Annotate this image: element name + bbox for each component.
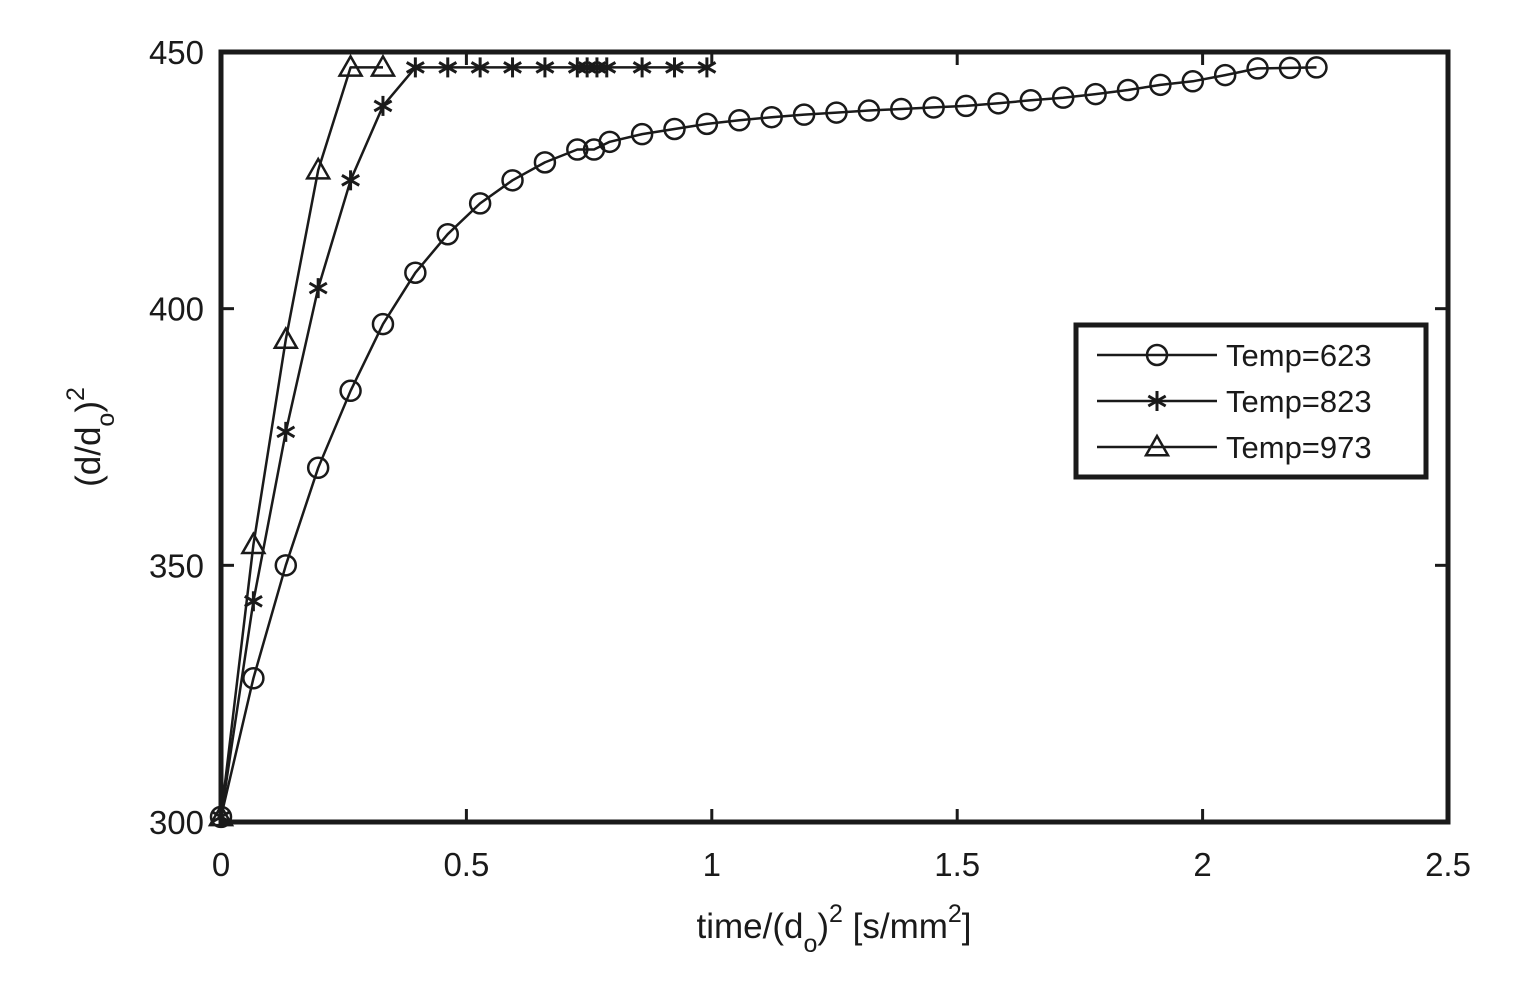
- series-temp-623-point: [825, 101, 848, 124]
- series-temp-623-point: [922, 96, 945, 119]
- series-temp-823-point: [373, 95, 393, 116]
- series-temp-623-point: [1213, 63, 1237, 87]
- x-tick-label: 0.5: [443, 846, 489, 883]
- series-temp-623-point: [436, 222, 459, 246]
- x-axis-label-sub: o: [803, 930, 817, 958]
- series-temp-623-point: [1149, 73, 1172, 97]
- series-temp-973-point: [305, 156, 332, 180]
- series-temp-623-point: [274, 554, 298, 577]
- series-temp-623-point: [566, 138, 589, 161]
- series-layer: [207, 53, 1328, 829]
- series-temp-623-point: [1181, 70, 1205, 93]
- series-temp-823-point: [308, 278, 328, 299]
- x-tick-label: 1: [703, 846, 721, 883]
- y-tick-label: 400: [149, 291, 204, 328]
- series-temp-823-point: [535, 57, 555, 78]
- x-axis-label-mid: ): [817, 907, 829, 946]
- series-temp-623-point: [889, 97, 913, 121]
- series-temp-623-point: [1051, 86, 1075, 109]
- series-temp-623-point: [728, 109, 751, 132]
- legend-label: Temp=623: [1226, 338, 1372, 373]
- plot-frame: [218, 49, 1451, 825]
- series-temp-623-point: [857, 99, 881, 122]
- series-temp-623-point: [598, 130, 621, 154]
- legend-label: Temp=973: [1226, 430, 1372, 465]
- series-temp-823-line: [219, 66, 707, 818]
- x-axis-label-prefix: time/(d: [696, 907, 803, 946]
- series-temp-823-point: [276, 421, 296, 442]
- series-temp-973-point: [369, 53, 397, 77]
- legend: Temp=623 Temp=823 Temp=973: [1073, 322, 1429, 480]
- legend-entry-temp-623: Temp=623: [1097, 338, 1372, 373]
- series-temp-623-point: [1019, 89, 1043, 112]
- series-temp-823-point: [597, 57, 617, 78]
- legend-entry-temp-973: Temp=973: [1097, 430, 1372, 465]
- series-temp-973-point: [240, 531, 267, 555]
- series-temp-973-point: [207, 803, 235, 827]
- series-temp-623-point: [663, 117, 686, 141]
- x-axis-label: time/(do)2 [s/mm2]: [696, 900, 971, 958]
- series-temp-623-point: [695, 112, 719, 136]
- legend-marker: [1147, 391, 1167, 411]
- series-temp-623-point: [371, 312, 395, 336]
- series-temp-623-point: [1084, 82, 1107, 106]
- series-temp-973: [207, 53, 397, 827]
- series-temp-623-point: [1116, 78, 1140, 102]
- y-tick-label: 350: [149, 547, 204, 584]
- series-temp-973-point: [337, 53, 364, 77]
- x-tick-label: 1.5: [934, 846, 980, 883]
- y-axis-label-sub: o: [92, 413, 120, 427]
- series-temp-623-point: [501, 169, 524, 192]
- series-temp-623-point: [533, 151, 557, 174]
- x-tick-label: 2: [1193, 846, 1211, 883]
- series-temp-823-point: [470, 57, 490, 78]
- legend-label: Temp=823: [1226, 384, 1372, 419]
- x-axis-label-sup: 2: [829, 900, 843, 928]
- x-axis-label-unit-sup: 2: [948, 900, 962, 928]
- y-axis-label-mid: ): [69, 401, 108, 413]
- series-temp-823-point: [632, 57, 652, 78]
- y-axis-label-sup: 2: [62, 387, 90, 401]
- legend-marker: [1145, 343, 1169, 367]
- series-temp-623-point: [760, 105, 783, 129]
- y-tick-label: 450: [149, 34, 204, 71]
- series-temp-623-point: [468, 192, 492, 215]
- x-tick-label: 0: [212, 846, 230, 883]
- x-axis-label-unit-suffix: ]: [962, 907, 972, 946]
- y-tick-label: 300: [149, 804, 204, 841]
- series-temp-623-point: [1278, 56, 1302, 80]
- legend-entries: Temp=623 Temp=823 Temp=973: [1097, 338, 1372, 465]
- legend-entry-temp-823: Temp=823: [1097, 384, 1372, 419]
- series-temp-623-point: [630, 122, 654, 146]
- series-temp-623-point: [242, 667, 265, 690]
- series-temp-823: [211, 57, 717, 827]
- series-temp-623-point: [954, 94, 978, 118]
- legend-marker: [1143, 433, 1171, 457]
- x-tick-label: 2.5: [1425, 846, 1471, 883]
- ticks-layer: 0 0.5 1 1.5 2 2.5 300 350 400 450: [149, 34, 1471, 883]
- y-axis-label-prefix: (d/d: [69, 427, 108, 487]
- series-temp-823-point: [341, 170, 360, 191]
- series-temp-623-point: [987, 92, 1010, 115]
- series-temp-623-point: [339, 379, 362, 403]
- series-temp-823-point: [438, 57, 458, 78]
- y-axis-label: (d/do)2: [62, 387, 120, 487]
- series-temp-973-point: [272, 325, 299, 349]
- series-temp-623-point: [306, 456, 330, 480]
- series-temp-623-point: [1305, 56, 1328, 79]
- series-temp-623-point: [792, 103, 816, 126]
- x-axis-label-unit-prefix: [s/mm: [843, 907, 948, 946]
- series-temp-823-point: [665, 57, 684, 78]
- series-temp-823-point: [405, 57, 425, 78]
- series-temp-623-point: [1246, 57, 1269, 80]
- series-temp-823-point: [503, 57, 522, 78]
- series-temp-623-point: [404, 261, 427, 284]
